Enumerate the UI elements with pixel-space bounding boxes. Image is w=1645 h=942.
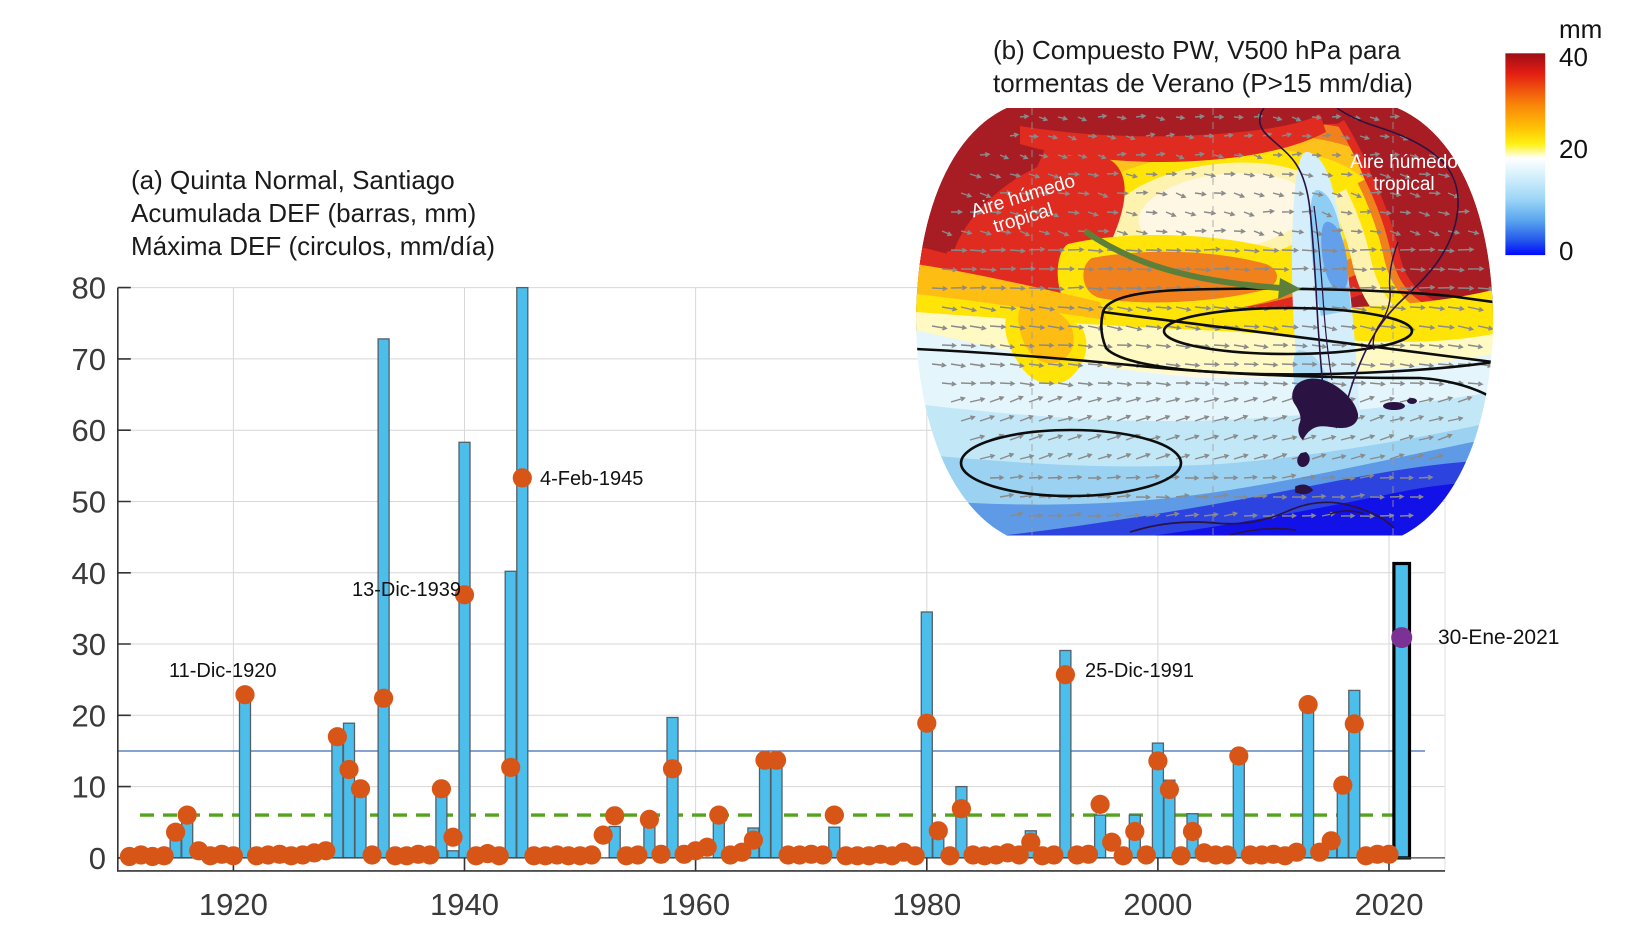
svg-text:1960: 1960 [661, 887, 730, 922]
svg-text:2000: 2000 [1123, 887, 1192, 922]
svg-text:1980: 1980 [892, 887, 961, 922]
svg-text:tormentas de Verano (P>15 mm/d: tormentas de Verano (P>15 mm/dia) [993, 68, 1413, 98]
svg-text:30-Ene-2021: 30-Ene-2021 [1438, 626, 1559, 649]
svg-text:Máxima DEF (circulos, mm/día): Máxima DEF (circulos, mm/día) [131, 231, 495, 261]
svg-text:70: 70 [72, 342, 106, 377]
svg-text:2020: 2020 [1355, 887, 1424, 922]
svg-text:Aire húmedo: Aire húmedo [1350, 152, 1458, 173]
svg-text:tropical: tropical [1373, 174, 1434, 195]
svg-text:40: 40 [72, 556, 106, 591]
svg-text:4-Feb-1945: 4-Feb-1945 [540, 468, 643, 490]
svg-text:1920: 1920 [199, 887, 268, 922]
svg-text:20: 20 [72, 698, 106, 733]
svg-text:50: 50 [72, 485, 106, 520]
svg-text:1940: 1940 [430, 887, 499, 922]
svg-text:Acumulada DEF (barras, mm): Acumulada DEF (barras, mm) [131, 198, 476, 228]
svg-text:mm: mm [1559, 14, 1602, 44]
svg-text:11-Dic-1920: 11-Dic-1920 [169, 660, 276, 682]
svg-text:60: 60 [72, 413, 106, 448]
svg-text:80: 80 [72, 271, 106, 306]
svg-text:30: 30 [72, 627, 106, 662]
svg-text:25-Dic-1991: 25-Dic-1991 [1085, 660, 1194, 682]
svg-text:0: 0 [1559, 236, 1573, 266]
svg-text:10: 10 [72, 770, 106, 805]
svg-text:40: 40 [1559, 42, 1588, 72]
svg-text:(a) Quinta Normal, Santiago: (a) Quinta Normal, Santiago [131, 165, 455, 195]
svg-text:0: 0 [89, 841, 106, 876]
svg-text:20: 20 [1559, 134, 1588, 164]
svg-text:(b) Compuesto PW, V500 hPa par: (b) Compuesto PW, V500 hPa para [993, 35, 1401, 65]
svg-text:13-Dic-1939: 13-Dic-1939 [352, 579, 461, 601]
